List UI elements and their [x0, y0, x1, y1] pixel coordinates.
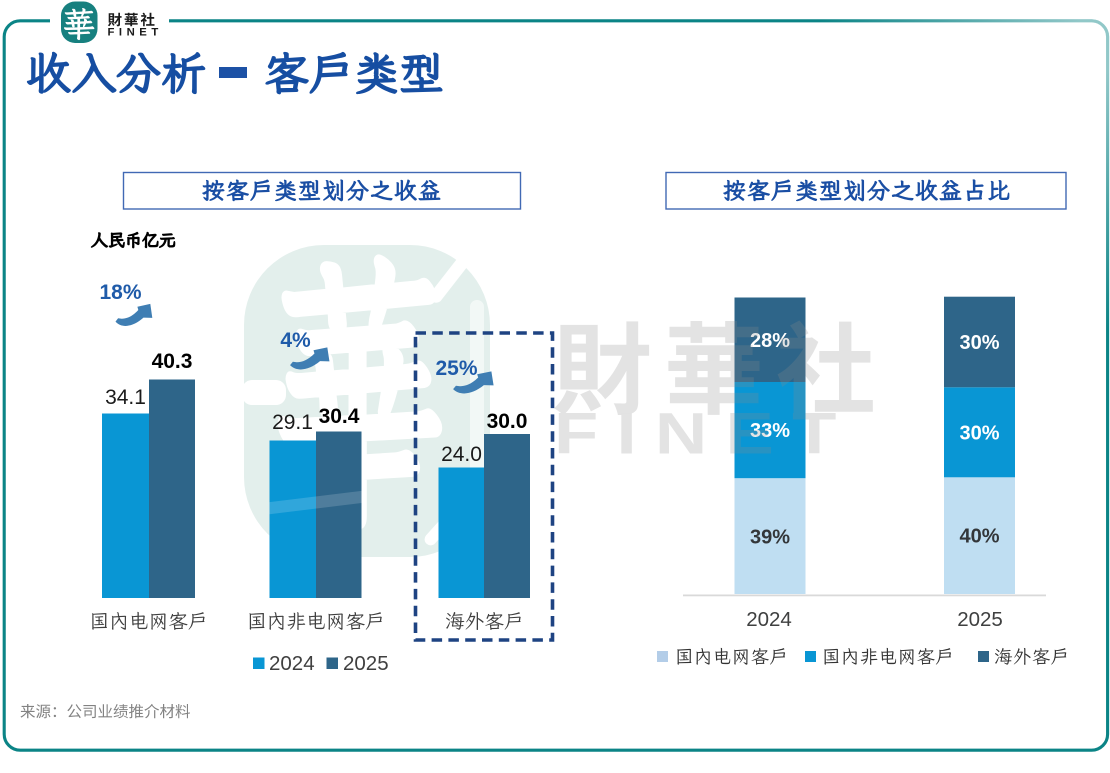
- svg-text:FINET: FINET: [554, 401, 855, 465]
- svg-text:33%: 33%: [750, 420, 790, 442]
- svg-text:28%: 28%: [750, 330, 790, 352]
- svg-text:4%: 4%: [280, 329, 311, 352]
- svg-text:29.1: 29.1: [272, 411, 313, 434]
- svg-text:39%: 39%: [750, 527, 790, 549]
- svg-text:2024: 2024: [746, 608, 792, 631]
- svg-text:18%: 18%: [99, 281, 141, 304]
- svg-text:2025: 2025: [343, 652, 389, 675]
- svg-text:40.3: 40.3: [152, 350, 193, 373]
- svg-text:30%: 30%: [959, 332, 999, 354]
- svg-text:2025: 2025: [957, 608, 1003, 631]
- svg-text:24.0: 24.0: [441, 443, 482, 466]
- svg-text:40%: 40%: [959, 526, 999, 548]
- svg-text:25%: 25%: [435, 357, 477, 380]
- svg-text:2024: 2024: [269, 652, 315, 675]
- svg-text:30.0: 30.0: [487, 410, 528, 433]
- svg-text:34.1: 34.1: [105, 386, 146, 409]
- svg-text:30.4: 30.4: [319, 405, 360, 428]
- svg-text:30%: 30%: [959, 422, 999, 444]
- svg-text:FINET: FINET: [108, 27, 163, 39]
